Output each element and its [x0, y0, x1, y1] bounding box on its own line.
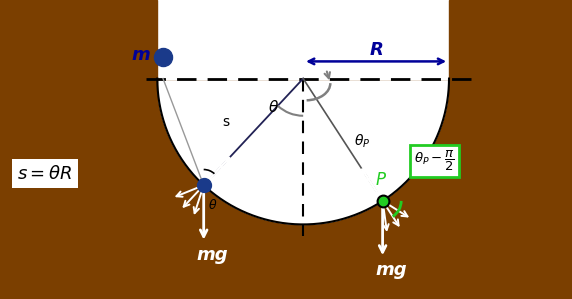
Polygon shape	[449, 0, 572, 79]
Polygon shape	[449, 0, 572, 299]
Polygon shape	[0, 0, 572, 79]
Polygon shape	[157, 0, 449, 79]
Polygon shape	[0, 0, 157, 299]
Polygon shape	[157, 79, 449, 225]
Text: mg: mg	[376, 261, 407, 279]
Text: R: R	[369, 41, 383, 59]
Text: P: P	[376, 171, 386, 189]
Text: $\theta$: $\theta$	[208, 198, 218, 212]
Text: m: m	[132, 46, 150, 64]
Text: $\theta_P - \dfrac{\pi}{2}$: $\theta_P - \dfrac{\pi}{2}$	[414, 149, 455, 173]
Polygon shape	[0, 0, 157, 79]
Text: $\theta_P$: $\theta_P$	[354, 132, 371, 150]
Text: $\theta$: $\theta$	[268, 99, 279, 115]
Bar	[157, 0, 449, 79]
Text: $s = \theta R$: $s = \theta R$	[17, 165, 73, 183]
Text: s: s	[222, 115, 229, 129]
Text: mg: mg	[197, 245, 228, 264]
